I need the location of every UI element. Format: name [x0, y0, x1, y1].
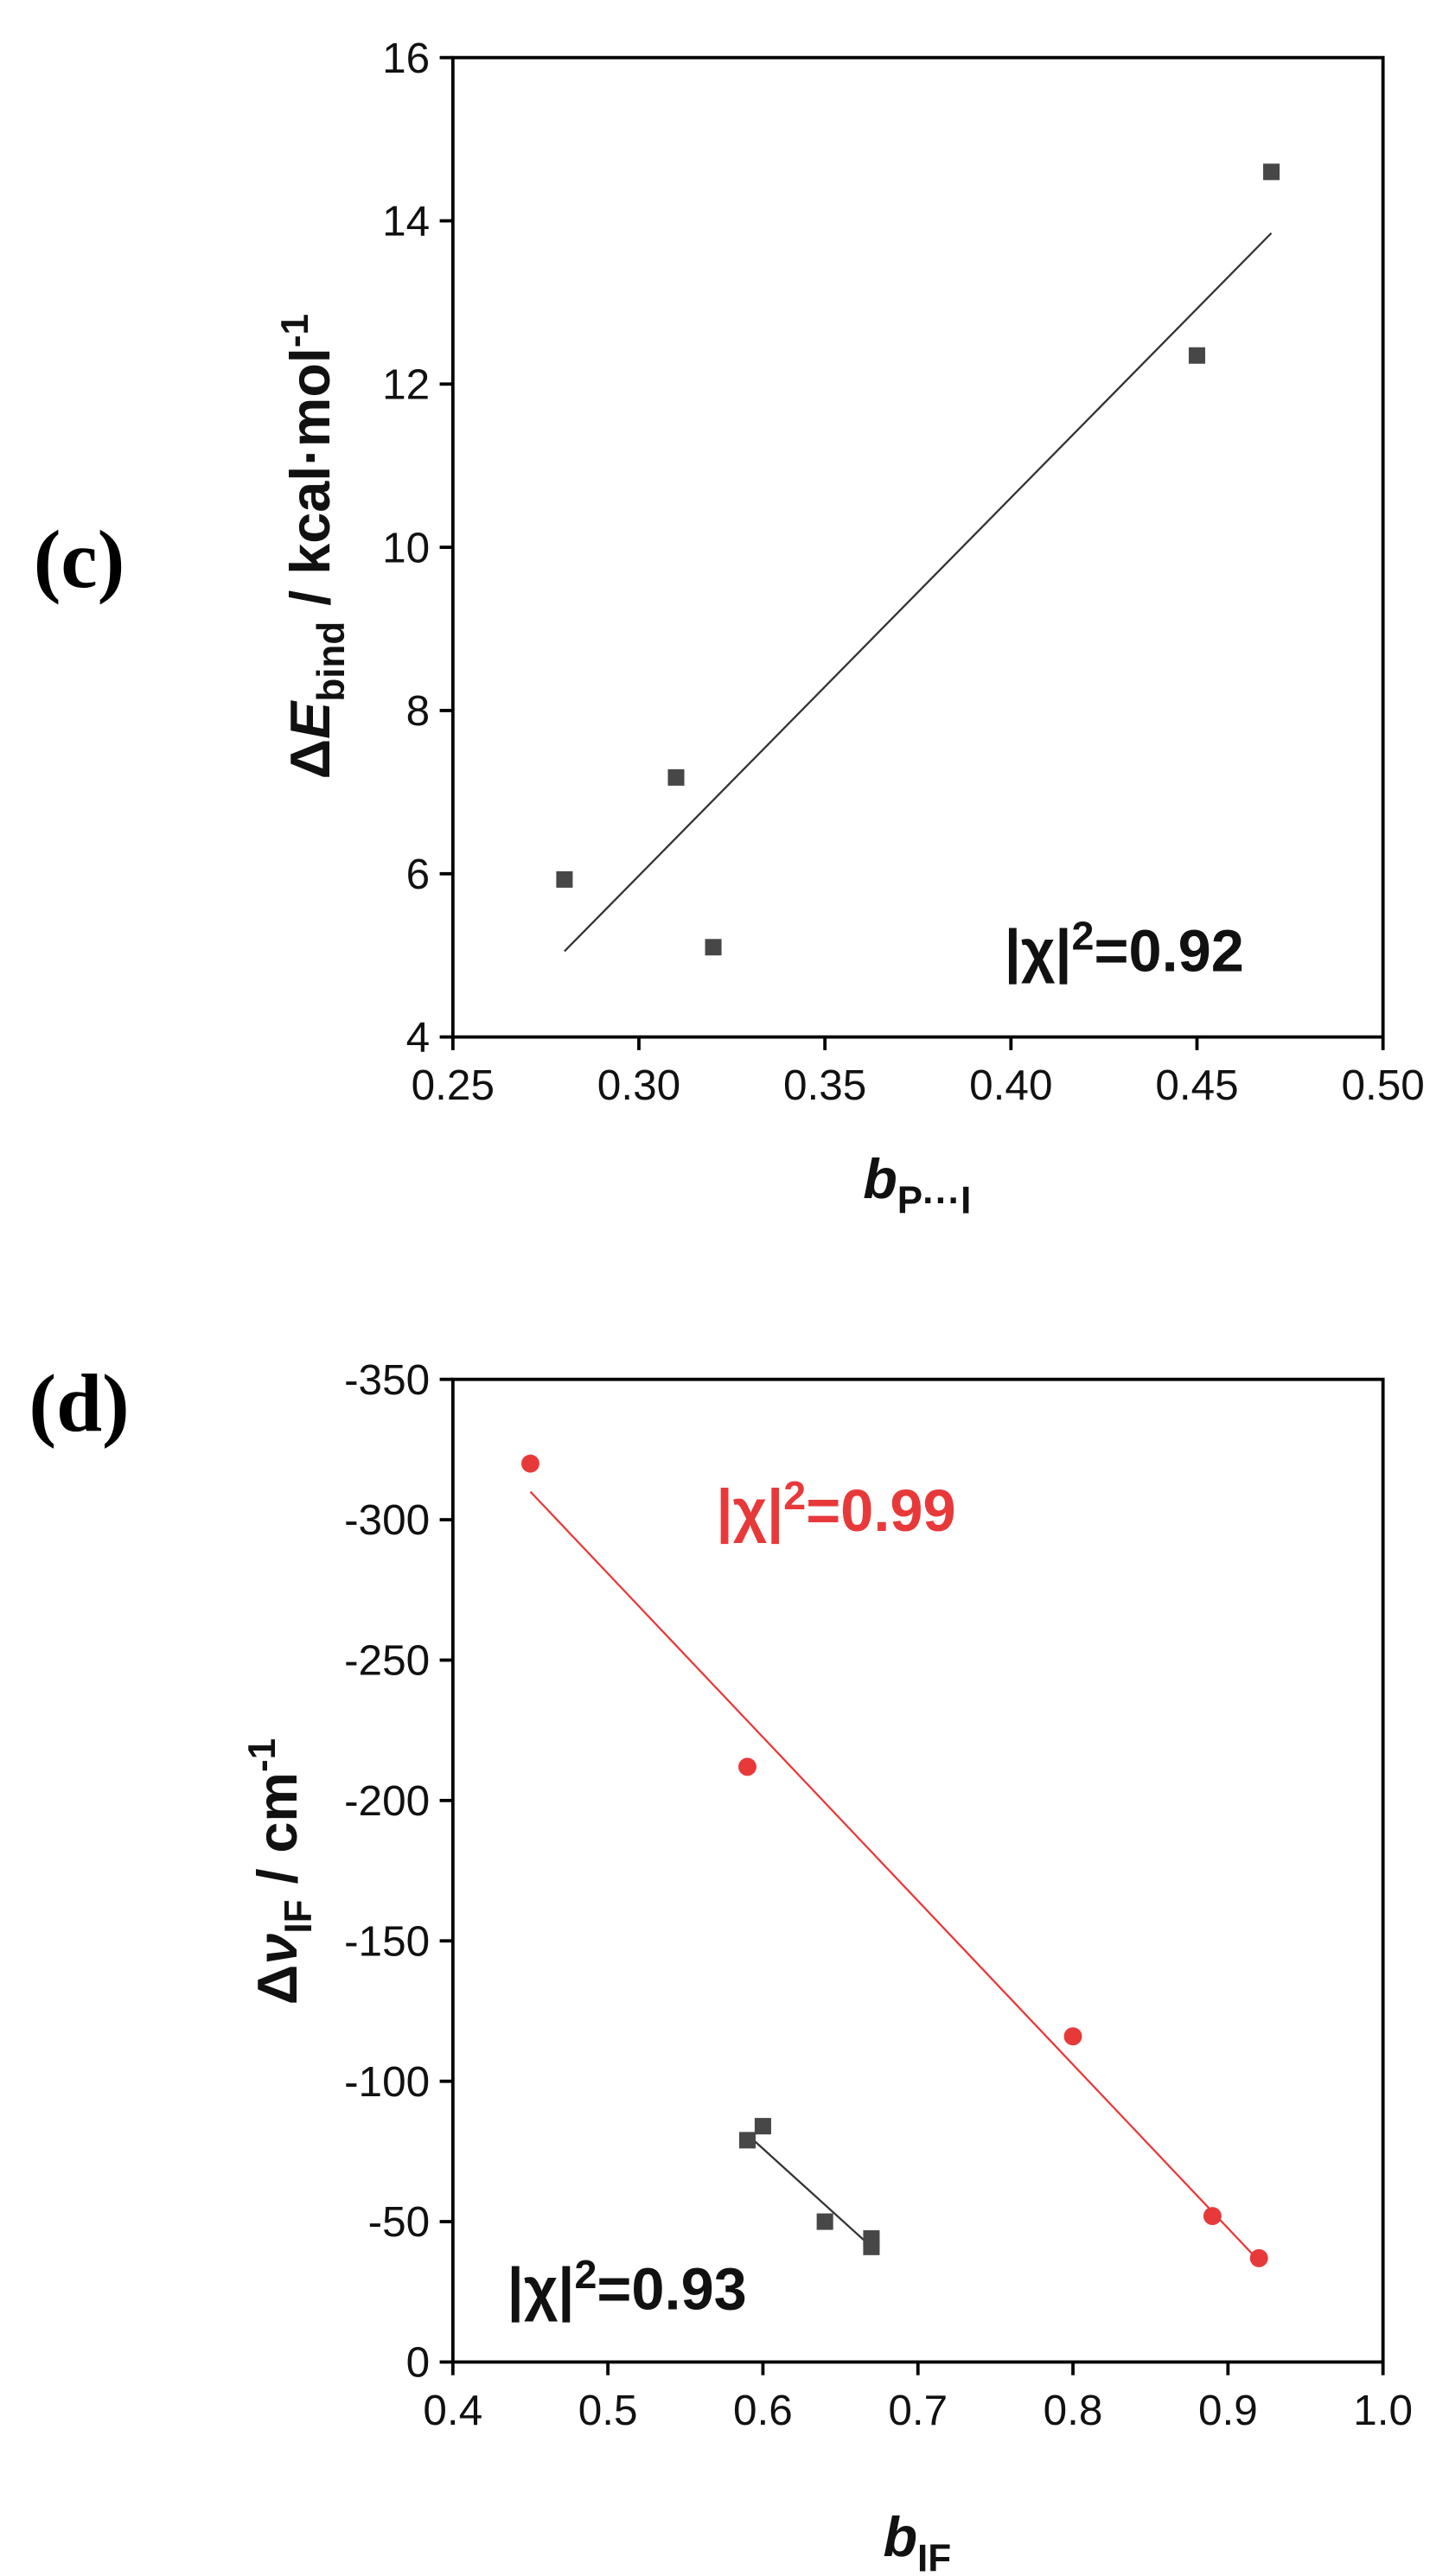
plot-frame	[450, 55, 1385, 1039]
x-tick-label: 0.4	[423, 2387, 482, 2434]
y-tick-label: 16	[382, 35, 430, 82]
fit-line	[746, 2133, 872, 2248]
label-part: E	[278, 700, 342, 739]
label-part: 2	[574, 2252, 597, 2297]
y-tick-label: -300	[344, 1496, 430, 1544]
point	[816, 2213, 833, 2230]
x-tick-label: 0.45	[1155, 1062, 1238, 1109]
point	[1263, 163, 1280, 181]
y-tick-label: 14	[382, 198, 430, 245]
y-tick-label: -200	[344, 1777, 430, 1825]
label-part: / cm	[246, 1772, 309, 1900]
x-tick-label: 0.50	[1341, 1062, 1424, 1109]
point	[754, 2118, 771, 2135]
label: bP···I	[863, 1147, 971, 1221]
x-tick-label: 0.9	[1198, 2387, 1258, 2434]
label-part: ν	[246, 1934, 309, 1965]
y-tick-label: 0	[406, 2339, 431, 2387]
y-tick-label: 10	[382, 524, 430, 571]
point	[1063, 2027, 1082, 2046]
x-tick-label: 0.40	[969, 1062, 1052, 1109]
x-tick-label: 0.7	[888, 2387, 948, 2434]
label-part: =0.93	[597, 2256, 746, 2323]
label-part: |χ|	[1005, 917, 1072, 985]
label: |χ|2=0.93	[507, 2252, 747, 2324]
point	[863, 2238, 880, 2255]
label: |χ|2=0.99	[716, 1473, 955, 1545]
point	[738, 2132, 756, 2149]
label-part: bind	[310, 622, 353, 702]
label-part: |χ|	[507, 2256, 575, 2324]
label-part: P···I	[897, 1179, 972, 1221]
y-tick-label: 4	[406, 1014, 431, 1062]
label-part: Δ	[278, 739, 342, 780]
fit-line	[529, 1490, 1261, 2262]
label-part: -1	[241, 1738, 284, 1772]
x-tick-label: 0.30	[597, 1062, 680, 1109]
label-part: =0.92	[1094, 917, 1243, 984]
x-tick-label: 0.35	[783, 1062, 866, 1109]
y-tick-label: 6	[406, 851, 431, 898]
point	[1188, 347, 1206, 364]
point	[738, 1757, 756, 1776]
label-part: |χ|	[716, 1477, 783, 1545]
point	[667, 768, 685, 786]
x-tick-label: 1.0	[1353, 2387, 1413, 2434]
x-tick-label: 0.5	[578, 2387, 638, 2434]
x-tick-label: 0.6	[733, 2387, 793, 2434]
label-part: 2	[1072, 914, 1095, 959]
fit-line	[564, 232, 1273, 953]
point	[1249, 2248, 1268, 2267]
panel-label: (c)	[34, 513, 125, 605]
label-part: b	[863, 1147, 897, 1210]
label-part: / kcal·mol	[278, 348, 342, 622]
label-part: IF	[278, 1900, 320, 1934]
point	[705, 939, 722, 956]
label-part: 2	[783, 1473, 806, 1518]
label-part: Δ	[246, 1965, 309, 2005]
label-part: =0.99	[806, 1477, 955, 1544]
label-part: IF	[917, 2537, 951, 2576]
y-tick-label: -50	[368, 2198, 431, 2246]
label: ΔEbind / kcal·mol-1	[274, 314, 353, 779]
x-tick-label: 0.8	[1044, 2387, 1103, 2434]
label-part: -1	[274, 314, 316, 348]
y-tick-label: -250	[344, 1637, 430, 1685]
y-tick-label: -350	[344, 1356, 430, 1404]
label: ΔνIF / cm-1	[241, 1738, 320, 2005]
y-tick-label: -150	[344, 1917, 430, 1965]
y-tick-label: 8	[406, 687, 431, 735]
y-tick-label: -100	[344, 2058, 430, 2106]
label: bIF	[883, 2505, 951, 2576]
point	[556, 870, 573, 888]
x-tick-label: 0.25	[412, 1062, 495, 1109]
y-tick-label: 12	[382, 360, 430, 408]
label: |χ|2=0.92	[1005, 914, 1244, 985]
panel-label: (d)	[29, 1358, 129, 1450]
point	[1203, 2207, 1222, 2226]
point	[520, 1454, 539, 1473]
label-part: b	[883, 2505, 917, 2568]
